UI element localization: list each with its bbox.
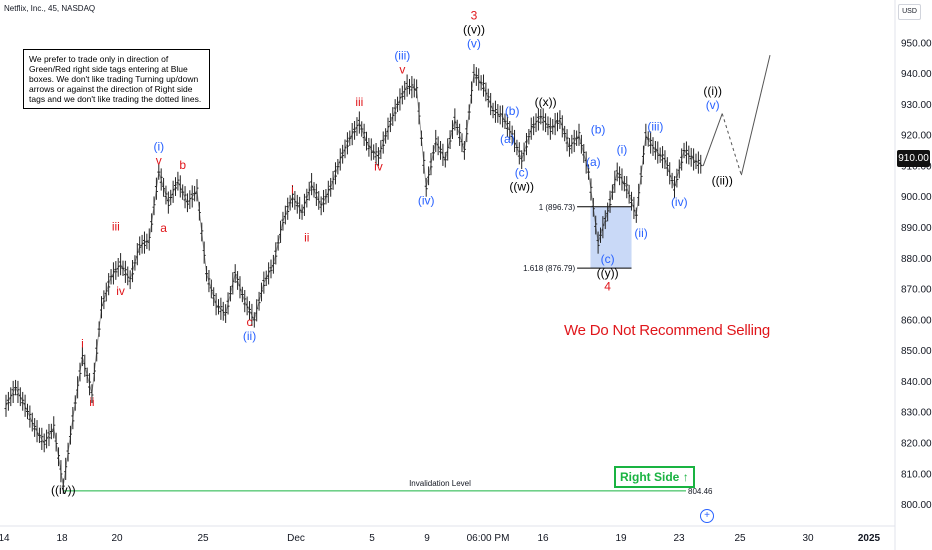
y-tick-label: 860.00 [901, 315, 932, 326]
right-side-label: Right Side [620, 470, 680, 484]
wave-label: iv [374, 160, 383, 174]
wave-label: v [399, 63, 405, 77]
invalidation-label: Invalidation Level [409, 479, 471, 488]
x-tick-label: 5 [369, 533, 375, 544]
y-tick-label: 850.00 [901, 346, 932, 357]
y-tick-label: 890.00 [901, 223, 932, 234]
wave-label: (c) [601, 252, 615, 266]
wave-label: (iv) [418, 193, 435, 207]
recommendation-text: We Do Not Recommend Selling [564, 322, 771, 339]
projection-segment [702, 113, 723, 167]
wave-labels: ((iv))iiiiiiiv(i)vabc(ii)iiiiiiiv(iii)v(… [51, 9, 733, 497]
wave-label: ii [304, 230, 309, 244]
wave-label: ((ii)) [712, 173, 733, 187]
x-tick-label: 06:00 PM [467, 533, 510, 544]
wave-label: (v) [467, 36, 481, 50]
x-axis: 14 18 20 25 Dec 5 9 06:00 PM 16 19 23 25 30 2025 [0, 533, 881, 544]
chart-title: Netflix, Inc., 45, NASDAQ [4, 4, 96, 13]
fib-box: 1 (896.73) 1.618 (876.79) [523, 203, 632, 273]
wave-label: (iii) [647, 120, 663, 134]
projection-segment [740, 54, 771, 176]
currency-badge[interactable]: USD [898, 4, 921, 20]
wave-label: (a) [586, 155, 601, 169]
y-tick-label: 810.00 [901, 469, 932, 480]
x-tick-label: 25 [734, 533, 746, 544]
y-tick-label: 900.00 [901, 192, 932, 203]
wave-label: (v) [706, 98, 720, 112]
wave-label: a [160, 221, 167, 235]
x-tick-label: 16 [537, 533, 549, 544]
y-tick-label: 930.00 [901, 100, 932, 111]
price-series [5, 72, 704, 487]
wave-label: iii [355, 95, 363, 109]
y-tick-label: 830.00 [901, 408, 932, 419]
wave-label: (iv) [671, 195, 688, 209]
y-tick-label: 800.00 [901, 500, 932, 511]
wave-label: 3 [471, 9, 478, 23]
wave-label: b [179, 158, 186, 172]
wave-label: (a) [500, 132, 515, 146]
wave-label: i [291, 183, 294, 197]
wave-label: v [156, 153, 162, 167]
x-tick-label: 18 [56, 533, 68, 544]
last-price-tag: 910.00 [897, 150, 930, 167]
wave-label: (i) [153, 140, 164, 154]
projection-segment [721, 113, 742, 176]
trading-note: We prefer to trade only in direction of … [23, 49, 210, 109]
wave-label: (ii) [634, 226, 647, 240]
x-tick-label: 9 [424, 533, 430, 544]
x-tick-label: 23 [673, 533, 685, 544]
y-tick-label: 940.00 [901, 69, 932, 80]
x-tick-label: 25 [197, 533, 209, 544]
wave-label: ((v)) [463, 23, 485, 37]
wave-label: iii [112, 220, 120, 234]
wave-label: ((y)) [597, 266, 619, 280]
y-tick-label: 880.00 [901, 254, 932, 265]
wave-label: (ii) [243, 329, 256, 343]
right-side-tag: Right Side ↑ [614, 466, 695, 488]
fib-level-label: 1.618 (876.79) [523, 264, 575, 273]
wave-label: (b) [505, 104, 520, 118]
wave-label: ((i)) [703, 84, 722, 98]
fib-level-label: 1 (896.73) [539, 203, 576, 212]
wave-label: c [247, 315, 253, 329]
projection-path [702, 54, 771, 176]
wave-label: ((iv)) [51, 483, 76, 497]
wave-label: (b) [591, 123, 606, 137]
y-tick-label: 920.00 [901, 131, 932, 142]
wave-label: ii [89, 395, 94, 409]
wave-label: ((w)) [509, 180, 534, 194]
x-tick-label: 30 [802, 533, 814, 544]
x-tick-label: 19 [615, 533, 627, 544]
x-tick-label: 14 [0, 533, 10, 544]
add-alert-icon[interactable]: + [700, 509, 714, 523]
x-tick-label: 2025 [858, 533, 881, 544]
up-arrow-icon: ↑ [682, 470, 689, 484]
wave-label: iv [116, 284, 125, 298]
y-tick-label: 870.00 [901, 285, 932, 296]
wave-label: i [81, 337, 84, 351]
x-tick-label: 20 [111, 533, 123, 544]
y-tick-label: 950.00 [901, 38, 932, 49]
y-tick-label: 840.00 [901, 377, 932, 388]
wave-label: (c) [515, 166, 529, 180]
y-tick-label: 820.00 [901, 439, 932, 450]
wave-label: (i) [617, 143, 628, 157]
wave-label: (iii) [394, 49, 410, 63]
y-axis: 800.00 810.00 820.00 830.00 840.00 850.00 860.… [901, 38, 932, 511]
wave-label: 4 [604, 280, 611, 294]
wave-label: ((x)) [535, 95, 557, 109]
x-tick-label: Dec [287, 533, 305, 544]
invalidation-value: 804.46 [688, 487, 713, 496]
invalidation-line: Invalidation Level 804.46 [63, 479, 713, 496]
price-line [5, 72, 704, 487]
